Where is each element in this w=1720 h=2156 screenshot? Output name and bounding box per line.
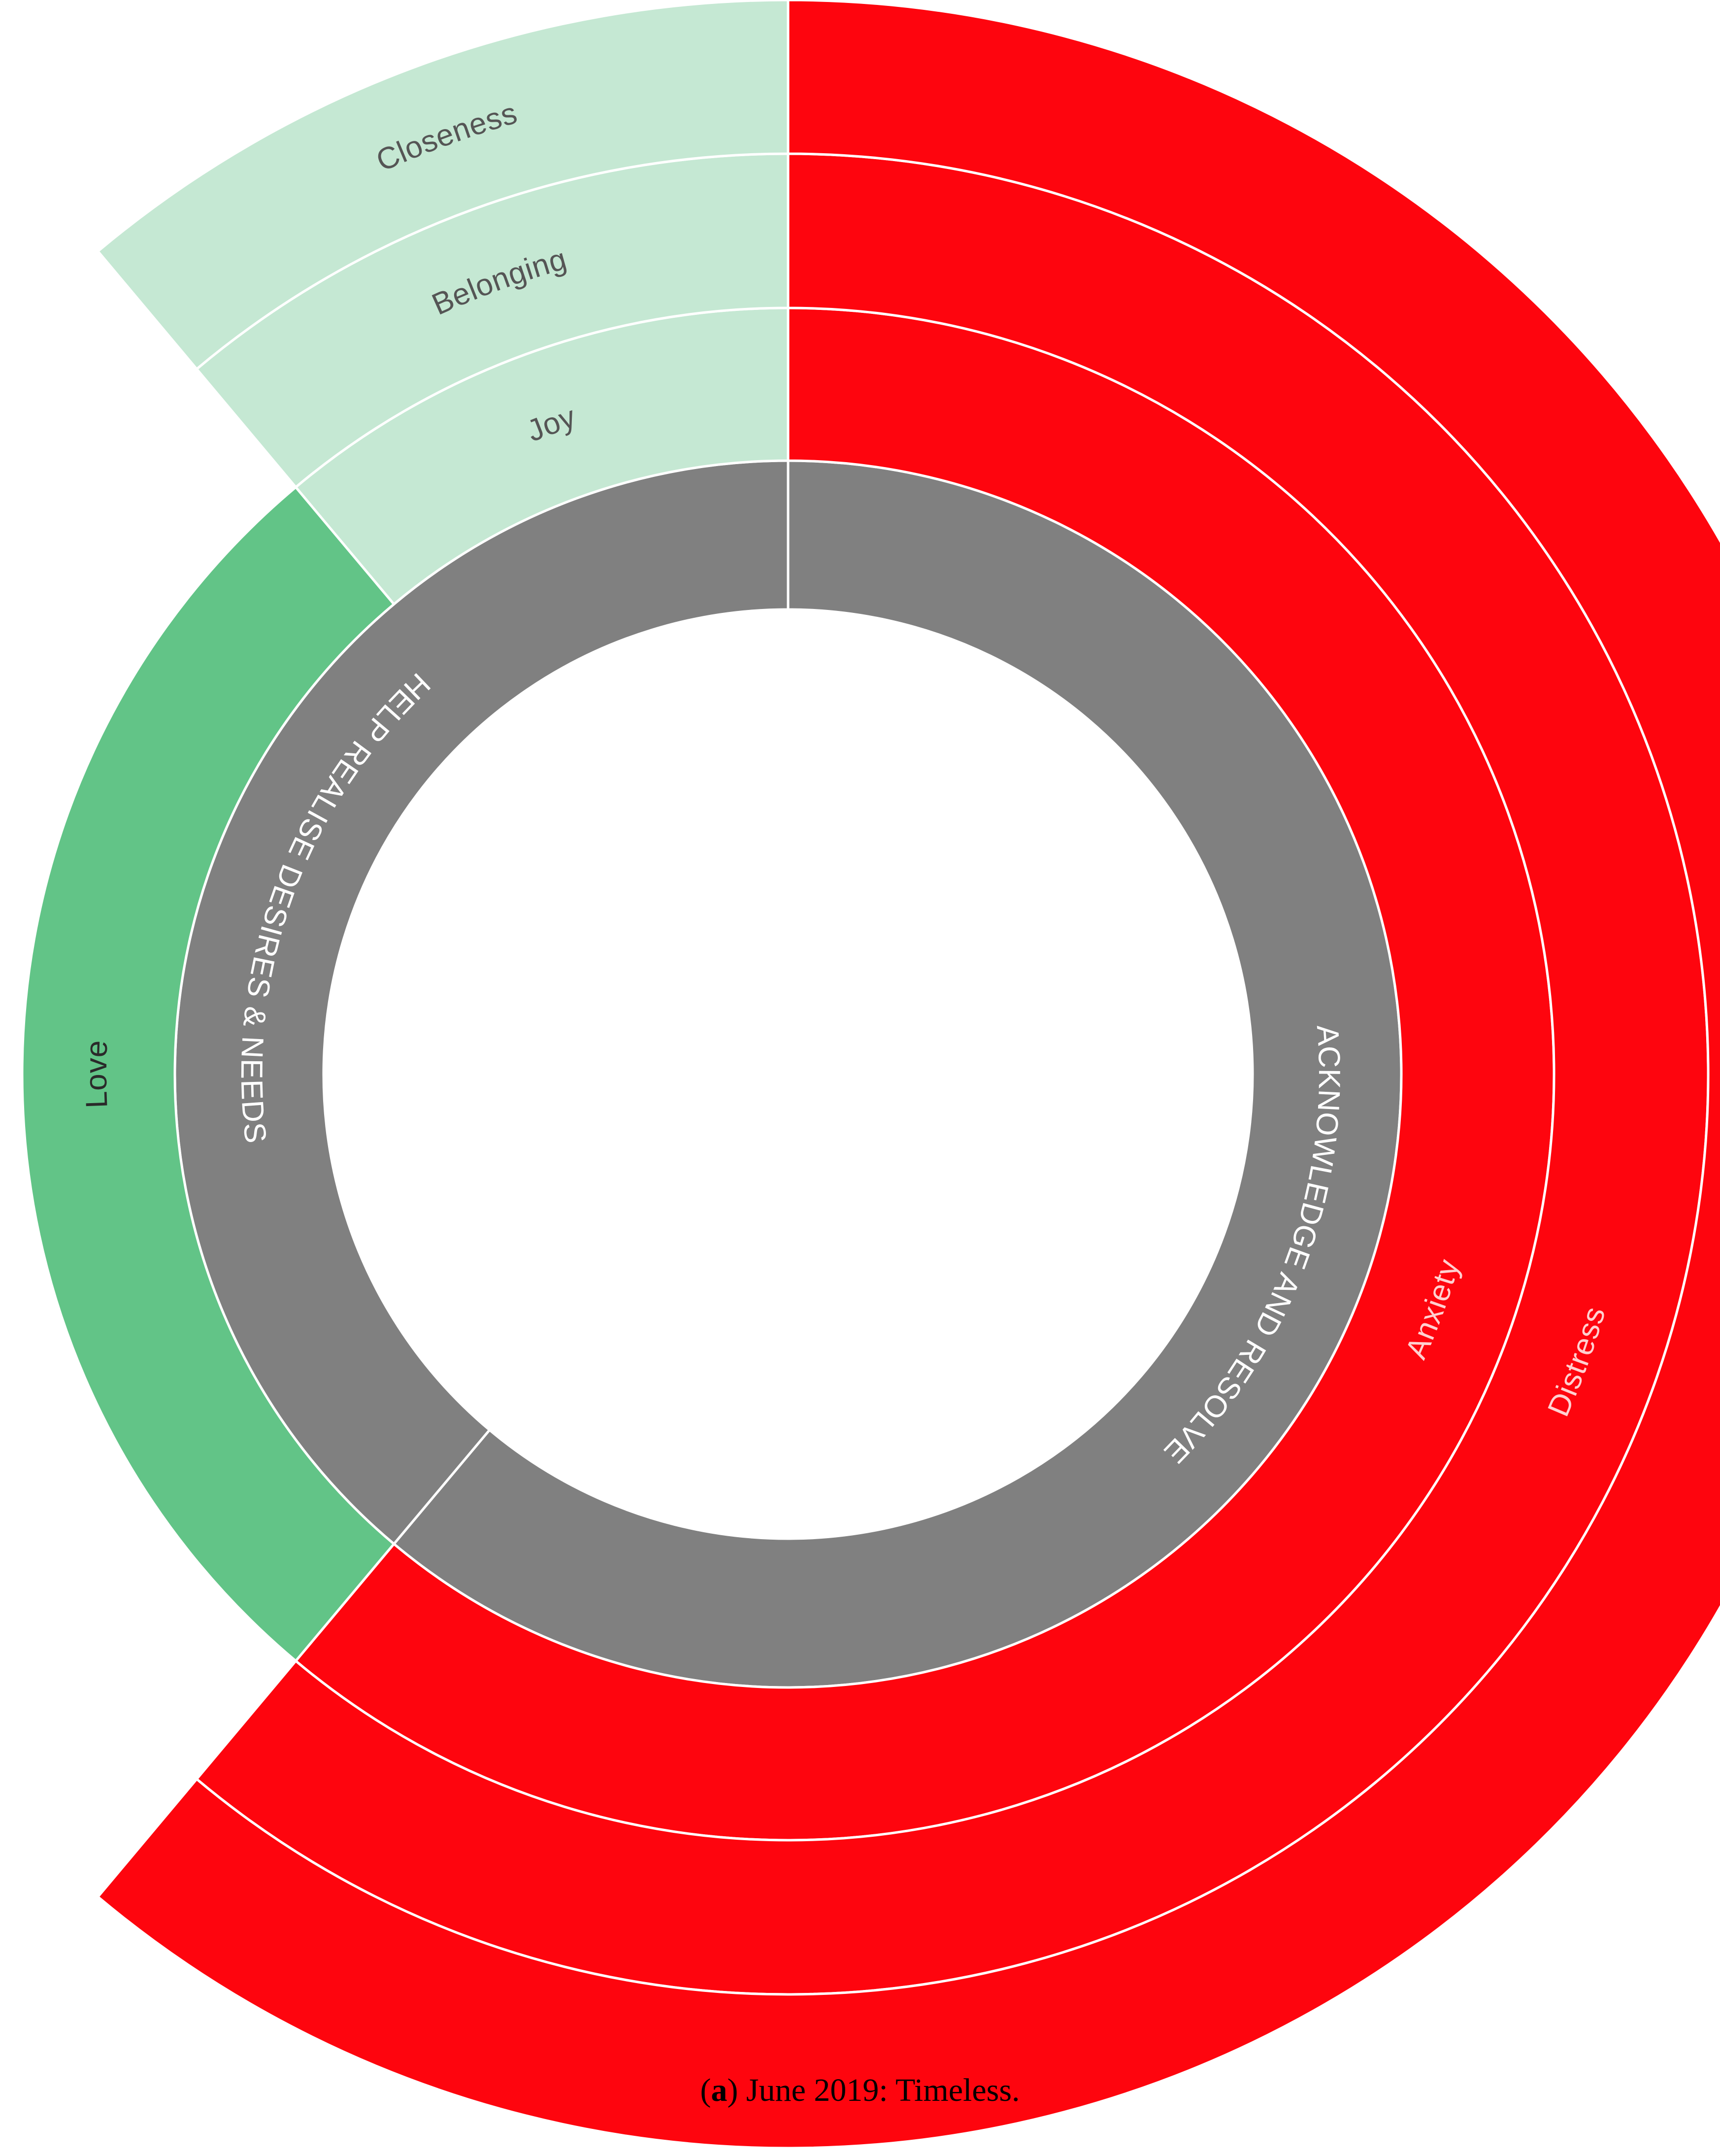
segment-closeness — [96, 0, 790, 371]
figure-caption: (a) June 2019: Timeless. — [0, 2072, 1720, 2109]
caption-prefix: ( — [700, 2072, 711, 2108]
segment-love — [21, 485, 396, 1663]
caption-letter: a — [711, 2072, 728, 2108]
segment-level-4-outer — [96, 0, 1720, 2150]
sunburst-segments — [21, 0, 1720, 2150]
caption-text: ) June 2019: Timeless. — [727, 2072, 1020, 2108]
label-love: Love — [79, 1039, 114, 1109]
